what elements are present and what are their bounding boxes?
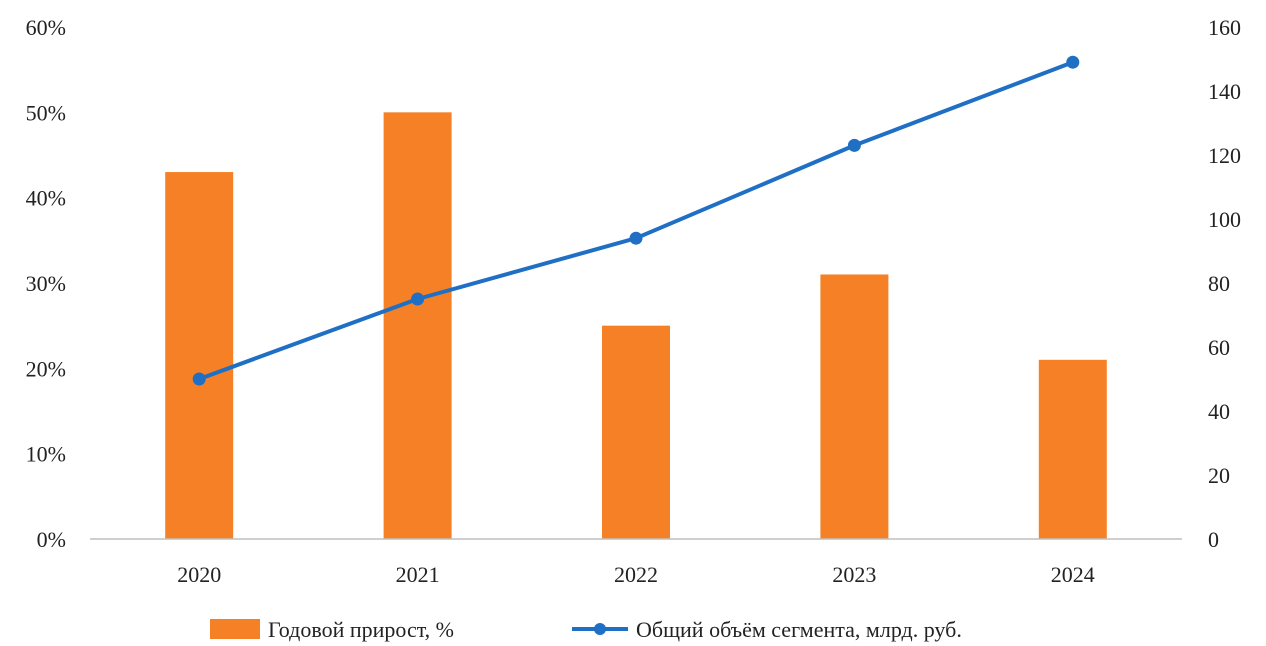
line-series — [192, 55, 1080, 386]
line-point — [629, 231, 643, 245]
x-tick-label: 2020 — [177, 562, 221, 587]
right-tick-label: 0 — [1208, 527, 1219, 552]
right-tick-label: 140 — [1208, 79, 1241, 104]
left-tick-label: 40% — [26, 186, 66, 211]
line-point — [847, 138, 861, 152]
right-tick-label: 60 — [1208, 335, 1230, 360]
bar — [1038, 359, 1107, 539]
right-tick-label: 80 — [1208, 271, 1230, 296]
bar — [820, 274, 889, 539]
bar-series — [165, 112, 1107, 540]
legend: Годовой прирост, % Общий объём сегмента,… — [210, 617, 962, 642]
right-tick-label: 120 — [1208, 143, 1241, 168]
left-y-axis: 0% 10% 20% 30% 40% 50% 60% — [26, 15, 66, 552]
line-point — [192, 372, 206, 386]
right-tick-label: 20 — [1208, 463, 1230, 488]
x-axis: 2020 2021 2022 2023 2024 — [177, 562, 1095, 587]
legend-line-marker — [594, 623, 606, 635]
legend-item-line: Общий объём сегмента, млрд. руб. — [572, 617, 962, 642]
legend-bar-swatch — [210, 619, 260, 639]
right-tick-label: 160 — [1208, 15, 1241, 40]
x-tick-label: 2022 — [614, 562, 658, 587]
bar — [383, 112, 452, 539]
left-tick-label: 30% — [26, 271, 66, 296]
legend-line-label: Общий объём сегмента, млрд. руб. — [636, 617, 962, 642]
left-tick-label: 20% — [26, 356, 66, 381]
x-tick-label: 2023 — [832, 562, 876, 587]
right-y-axis: 0 20 40 60 80 100 120 140 160 — [1208, 15, 1241, 552]
bar — [165, 172, 234, 540]
left-tick-label: 0% — [37, 527, 66, 552]
legend-item-bar: Годовой прирост, % — [210, 617, 454, 642]
left-tick-label: 60% — [26, 15, 66, 40]
bar — [602, 325, 670, 539]
line-point — [411, 292, 425, 306]
legend-bar-label: Годовой прирост, % — [268, 617, 454, 642]
right-tick-label: 40 — [1208, 399, 1230, 424]
x-tick-label: 2021 — [396, 562, 440, 587]
left-tick-label: 50% — [26, 100, 66, 125]
left-tick-label: 10% — [26, 442, 66, 467]
x-tick-label: 2024 — [1051, 562, 1095, 587]
line-point — [1066, 55, 1080, 69]
right-tick-label: 100 — [1208, 207, 1241, 232]
